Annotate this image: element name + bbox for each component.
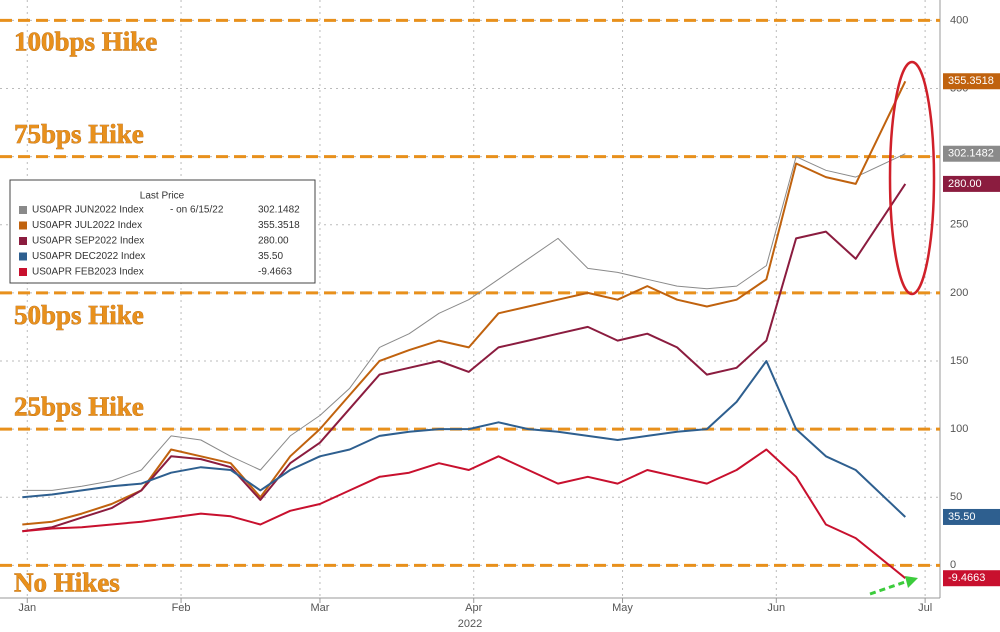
legend-value: 302.1482 [258,205,300,216]
legend-label: US0APR JUL2022 Index [32,220,142,231]
legend-swatch [19,252,27,261]
legend-swatch [19,221,27,230]
legend-label: US0APR SEP2022 Index [32,236,144,247]
legend-swatch [19,237,27,245]
last-value-tag: -9.4663 [943,570,1000,587]
series-line [22,153,906,491]
legend-note: - on 6/15/22 [170,205,224,216]
last-value-tag: 355.3518 [943,73,1000,90]
legend-label: US0APR JUN2022 Index [32,205,144,216]
arrow [869,580,906,596]
legend-value: 280.00 [258,236,289,247]
y-tick-label: 200 [950,287,968,299]
y-tick-label: 400 [950,14,968,26]
x-axis-label: 2022 [458,618,482,630]
last-value-box [943,508,1000,525]
highlight-ellipse [888,60,936,296]
x-tick-label: Jan [18,602,36,614]
last-value-label: 35.50 [948,511,976,523]
x-tick-label: May [612,602,633,614]
y-tick-label: 250 [950,219,968,231]
arrow-head [905,576,918,588]
x-tick-label: Mar [310,602,329,614]
legend-swatch [19,206,27,214]
x-tick-label: Feb [172,602,191,614]
legend-value: -9.4663 [258,267,292,278]
reference-label: 75bps Hike [14,119,144,149]
legend-swatch [19,268,27,276]
y-tick-label: 100 [950,423,968,435]
series-line [22,448,906,579]
y-tick-label: 50 [950,491,962,503]
x-tick-label: Apr [465,602,482,614]
legend-title: Last Price [140,191,185,202]
reference-label: 50bps Hike [14,300,144,330]
reference-label: No Hikes [14,568,120,598]
last-value-box [943,73,1000,90]
reference-label: 100bps Hike [14,27,157,57]
x-tick-label: Jun [767,602,785,614]
last-value-label: -9.4663 [948,572,985,584]
last-value-tag: 35.50 [943,508,1000,525]
series-line [22,360,906,518]
x-tick-label: Jul [918,602,932,614]
last-value-tag: 280.00 [943,175,1000,192]
last-value-box [943,145,1000,162]
legend-value: 355.3518 [258,220,300,231]
series-line [22,183,907,533]
legend: Last Price US0APR JUN2022 Index - on 6/15/… [9,179,316,284]
reference-label: 25bps Hike [14,391,144,421]
legend-label: US0APR FEB2023 Index [32,267,144,278]
legend-box [9,179,316,284]
last-value-tag: 302.1482 [943,145,1000,162]
last-value-box [943,175,1000,192]
series-line [22,80,907,526]
legend-label: US0APR DEC2022 Index [32,251,145,262]
y-tick-label: 0 [950,559,956,571]
last-value-label: 355.3518 [948,75,994,87]
last-value-label: 302.1482 [948,148,994,160]
last-value-box [943,570,1000,587]
legend-value: 35.50 [258,251,283,262]
last-value-label: 280.00 [948,178,982,190]
y-tick-label: 150 [950,355,968,367]
